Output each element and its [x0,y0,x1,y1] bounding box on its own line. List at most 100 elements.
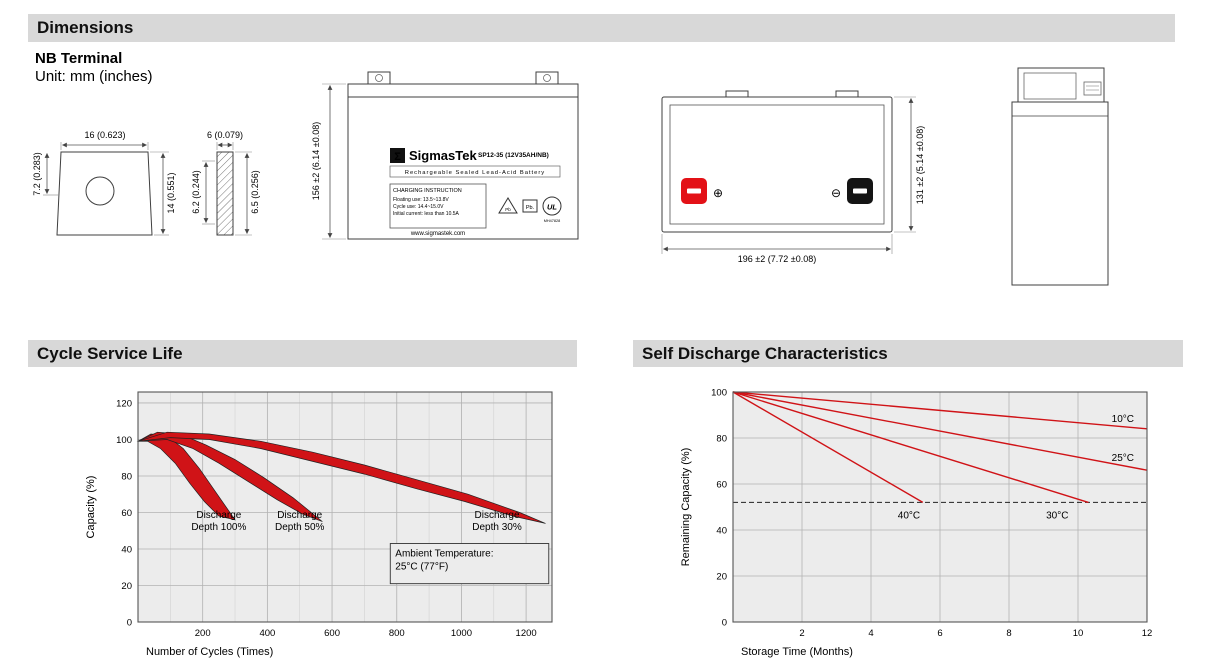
y-tick-label: 0 [722,618,727,629]
y-axis-label: Remaining Capacity (%) [680,448,692,567]
dim-side-outer: 6.5 (0.256) [235,151,260,236]
y-tick-label: 60 [716,480,727,491]
dimensions-header-label: Dimensions [37,18,134,37]
nb-terminal-block: NB Terminal Unit: mm (inches) [35,50,153,86]
front-terminal-right-hole [543,74,551,82]
y-tick-label: 100 [116,435,132,446]
minus-symbol: ⊖ [831,186,841,200]
ul-mark-icon [542,196,562,216]
series-line [732,391,924,504]
dim-side-width-text: 6 (0.079) [207,130,243,140]
recycle-pb-text: Pb [505,207,511,212]
x-tick-label: 10 [1073,628,1084,639]
x-tick-label: 800 [389,628,405,639]
charging-instruction-title: CHARGING INSTRUCTION [393,188,462,194]
x-tick-label: 200 [195,628,211,639]
red-cap-slot [687,188,701,194]
x-tick-label: 4 [868,628,873,639]
terminal-bolt-hole [85,176,115,206]
charging-instruction-box [389,183,487,229]
y-tick-label: 20 [121,581,132,592]
x-axis-label: Storage Time (Months) [741,646,853,658]
ul-file-number: MH47828 [544,219,560,223]
black-cap-slot [853,188,867,194]
y-tick-label: 80 [716,434,727,445]
y-tick-label: 100 [711,388,727,399]
dim-terminal-hole-height: 7.2 (0.283) [32,152,59,196]
top-tab-right [835,90,859,98]
top-tab-left [725,90,749,98]
band-label: Depth 100% [191,522,246,533]
dim-top-width-text: 196 ±2 (7.72 ±0.08) [738,254,816,264]
dim-battery-height-text: 156 ±2 (6.14 ±0.08) [311,122,321,200]
dim-terminal-hole-height-text: 7.2 (0.283) [32,152,42,196]
cycle-service-life-header: Cycle Service Life [28,340,577,367]
x-tick-label: 2 [799,628,804,639]
sigmastek-logo-icon [390,148,405,163]
terminal-side-drawing: 6 (0.079) 6.2 (0.244) 6.5 (0.256) [191,130,260,236]
band-label: Discharge [196,510,241,521]
series-label: 10°C [1112,414,1134,425]
self-discharge-header: Self Discharge Characteristics [633,340,1183,367]
front-terminal-left-hole [375,74,383,82]
x-tick-label: 8 [1006,628,1011,639]
x-tick-label: 12 [1142,628,1153,639]
plot-border [137,391,553,623]
dim-terminal-height: 14 (0.551) [150,151,176,236]
series-label: 30°C [1046,511,1068,522]
discharge-band [137,431,546,524]
y-tick-label: 20 [716,572,727,583]
dim-top-depth-text: 131 ±2 (5.14 ±0.08) [915,126,925,204]
pb-box-text: Pb. [526,205,535,211]
self-discharge-chart: 2 4 6 8 10 12 0 20 40 60 80 100 10°C 25°C 30°C 40°C Stor… [680,388,1153,659]
x-tick-label: 1200 [516,628,537,639]
y-tick-label: 40 [121,544,132,555]
x-tick-label: 6 [937,628,942,639]
battery-side-view [1011,67,1109,286]
battery-front-view: 156 ±2 (6.14 ±0.08) Σ SigmasTek SP12-35 … [311,71,579,240]
model-number: SP12-35 (12V35AH/NB) [478,152,549,159]
ambient-note-line: Ambient Temperature: [395,549,493,560]
series-line [732,391,1089,504]
series-label: 25°C [1112,453,1134,464]
brand-name: SigmasTek [409,148,477,163]
band-label: Discharge [475,510,520,521]
plus-symbol: ⊕ [713,186,723,200]
dim-top-width: 196 ±2 (7.72 ±0.08) [661,234,893,264]
charging-line-2: Cycle use: 14.4~15.0V [393,204,444,210]
x-axis-label: Number of Cycles (Times) [146,646,273,658]
dim-battery-height: 156 ±2 (6.14 ±0.08) [311,83,346,240]
sigmastek-logo-glyph: Σ [394,151,401,163]
dim-side-outer-text: 6.5 (0.256) [250,170,260,214]
pb-box-icon [522,199,538,213]
dim-side-inner: 6.2 (0.244) [191,160,215,225]
side-handle-outline [1017,67,1105,103]
band-label: Discharge [277,510,322,521]
website-text: www.sigmastek.com [410,231,465,237]
y-tick-label: 60 [121,508,132,519]
series-label: 40°C [898,511,920,522]
side-body-outline [1011,101,1109,286]
x-tick-label: 600 [324,628,340,639]
y-tick-label: 120 [116,398,132,409]
dim-side-width: 6 (0.079) [207,130,243,150]
terminal-front-drawing: 16 (0.623) 7.2 (0.283) 14 (0.551) [32,130,176,236]
x-tick-label: 400 [259,628,275,639]
y-axis-label: Capacity (%) [85,476,97,539]
battery-label: Σ SigmasTek SP12-35 (12V35AH/NB) Recharg… [389,148,562,237]
battery-type-line: Rechargeable Sealed Lead-Acid Battery [405,170,545,176]
x-tick-label: 1000 [451,628,472,639]
y-tick-label: 40 [716,526,727,537]
battery-top-view: ⊕ ⊖ 196 ±2 (7.72 ±0.08) 131 ±2 (5.14 ±0.… [661,90,925,264]
nb-terminal-title: NB Terminal [35,50,123,67]
cycle-service-life-chart: 200 400 600 800 1000 1200 0 20 40 60 80 100 120 Ambie… [85,391,553,658]
top-inner-outline [669,104,885,225]
y-tick-label: 80 [121,471,132,482]
front-terminal-right [535,71,559,85]
side-handle-recess [1023,72,1077,100]
dim-terminal-width: 16 (0.623) [60,130,149,150]
unit-label: Unit: mm (inches) [35,68,153,85]
ambient-note-line: 25°C (77°F) [395,562,448,573]
series-line [732,391,1148,471]
